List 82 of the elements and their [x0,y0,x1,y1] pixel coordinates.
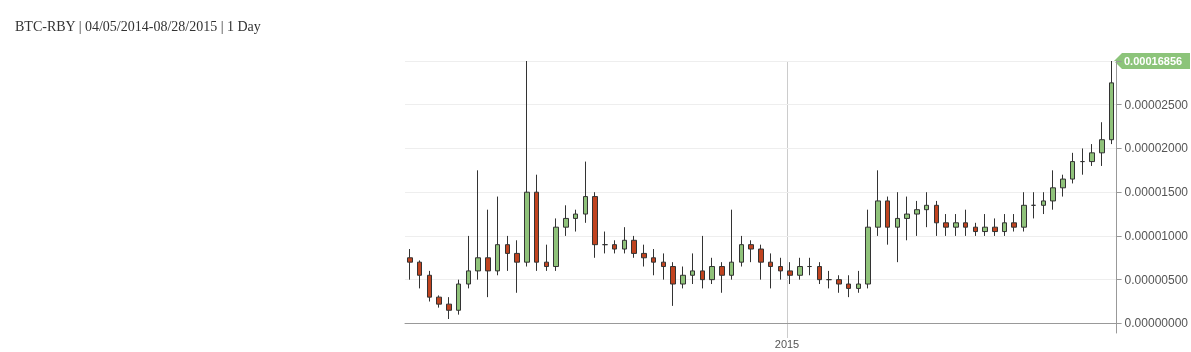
candlestick [631,235,637,259]
candlestick [836,274,842,294]
candlestick [895,191,900,263]
candlestick [612,239,617,254]
candlestick [475,169,481,281]
candlestick [914,200,920,237]
candlestick [534,174,539,272]
candlestick [768,252,773,289]
candlestick [602,231,608,254]
candlestick [670,261,676,307]
y-tick-label: 0.00002000 [1124,141,1189,156]
candlestick [1002,213,1007,237]
text: BTC-RBY | 04/05/2014-08/28/2015 | 1 Day [15,18,261,34]
candlestick [748,239,754,263]
candlestick [982,213,988,237]
candlestick [1089,143,1095,167]
candlestick [709,257,715,285]
candlestick [1050,169,1056,211]
candlestick [514,239,520,294]
candlestick [1109,60,1114,145]
y-tick-label: 0.00002500 [1124,97,1189,112]
candlestick [553,217,559,272]
candlestick [1011,213,1017,233]
candlestick [651,248,656,276]
candlestick [485,209,491,298]
y-tick-label: 0.00001000 [1124,228,1189,243]
candlestick [1099,121,1105,167]
y-tick-label: 0.00001500 [1124,185,1189,200]
candlestick [1041,191,1046,215]
y-tick-label: 0.00000500 [1124,272,1189,287]
candlestick [641,244,647,268]
candlestick [973,222,978,237]
candlestick [436,294,442,309]
candlestick [758,244,764,281]
y-tick-label: 0.00000000 [1124,316,1189,331]
candlestick [680,266,686,289]
candlestick [456,279,461,316]
candlestick [729,209,734,281]
text: 2015 [774,337,800,350]
candlestick [807,257,812,276]
candlestick [583,161,588,224]
candlestick [875,169,881,237]
candlestick [505,235,510,272]
candlestick [1060,174,1066,198]
candlestick [953,213,959,237]
candlestick [622,226,627,254]
candlestick [992,217,998,237]
candlestick [427,270,432,303]
candlestick [826,270,832,289]
candlestick [1070,152,1075,184]
candlestick [661,252,666,281]
candlestick [446,296,452,320]
candlestick [924,191,929,228]
candlestick [1031,191,1036,219]
candlestick [865,209,871,289]
candlestick [466,235,471,289]
text: 0.00016856 [1124,54,1183,67]
candlestick [904,196,910,241]
candlestick [700,235,705,289]
candlestick [417,259,422,289]
candlestick [524,60,530,268]
candlestick [1080,147,1085,176]
candlestick [407,248,413,281]
candlestick [544,244,549,272]
candlestick [563,204,569,237]
candlestick [963,209,968,237]
candlestick [778,257,783,281]
candlestick [885,196,890,246]
candlestick [797,257,803,281]
candlestick [495,196,500,276]
candlestick [592,191,598,259]
candlestick [943,213,949,237]
candlestick [856,270,861,294]
candlestick [690,252,695,285]
candlestick [573,209,578,233]
candlestick [719,261,725,294]
candlestick [817,261,822,285]
candlestick [934,200,939,237]
candlestick [787,261,793,285]
candlestick [846,274,851,298]
candlestick [1021,191,1027,233]
candlestick [739,235,744,268]
